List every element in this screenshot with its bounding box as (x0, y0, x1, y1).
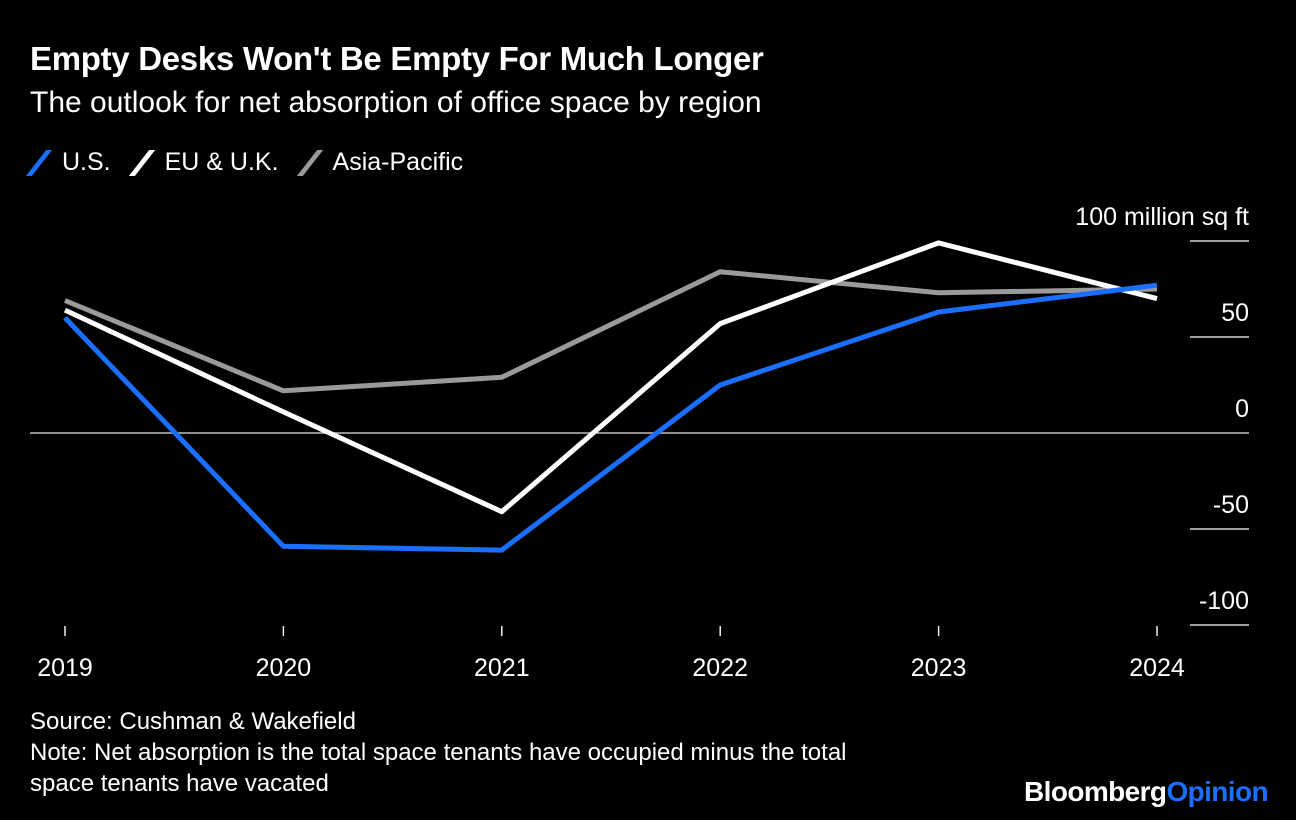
x-tick-label: 2020 (256, 654, 312, 682)
series-line-asia-pacific (65, 272, 1157, 391)
x-tick-label: 2024 (1129, 654, 1185, 682)
note-text-line1: Note: Net absorption is the total space … (30, 737, 847, 768)
x-tick-label: 2022 (692, 654, 748, 682)
x-tick-label: 2019 (37, 654, 93, 682)
y-tick-label: 50 (1221, 299, 1249, 327)
x-tick-label: 2021 (474, 654, 530, 682)
brand-logo-bloomberg: Bloomberg (1024, 776, 1166, 807)
source-text: Source: Cushman & Wakefield (30, 706, 847, 737)
line-chart: 100 million sq ft 50 0 -50 -100 2019 2020 2021 2… (0, 0, 1296, 700)
y-tick-label: -50 (1213, 491, 1249, 519)
brand-logo-opinion: Opinion (1166, 776, 1268, 807)
series-line-eu-u-k (65, 243, 1157, 512)
y-tick-label: 0 (1235, 395, 1249, 423)
brand-logo: BloombergOpinion (1024, 776, 1268, 808)
y-tick-label: -100 (1199, 587, 1249, 615)
note-text-line2: space tenants have vacated (30, 768, 847, 799)
footnote: Source: Cushman & Wakefield Note: Net ab… (30, 706, 847, 799)
y-tick-label: 100 million sq ft (1075, 203, 1249, 231)
x-tick-label: 2023 (911, 654, 967, 682)
